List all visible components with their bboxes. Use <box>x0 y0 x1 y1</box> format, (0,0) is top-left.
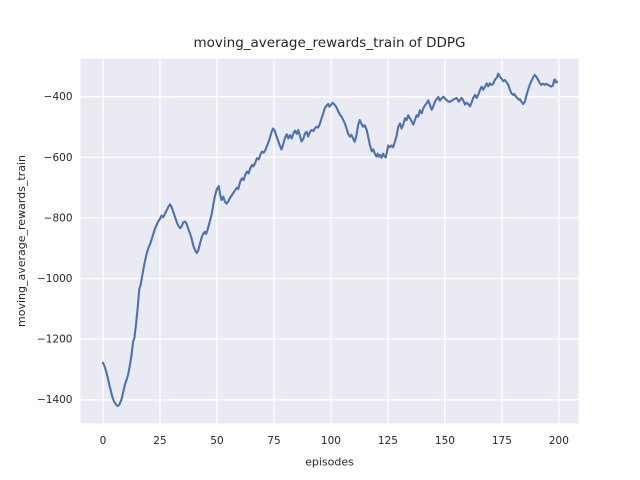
y-tick-label: −800 <box>44 212 73 224</box>
y-tick-label: −1000 <box>37 273 73 285</box>
x-tick-label: 25 <box>153 435 166 447</box>
x-tick-label: 200 <box>549 435 569 447</box>
x-tick-label: 75 <box>267 435 280 447</box>
x-tick-label: 100 <box>321 435 341 447</box>
x-tick-label: 150 <box>435 435 455 447</box>
y-axis-tick-labels: −400 −600 −800 −1000 −1200 −1400 <box>37 91 73 406</box>
ddpg-rewards-line <box>101 72 559 408</box>
x-tick-label: 50 <box>210 435 223 447</box>
y-tick-label: −1200 <box>37 334 73 346</box>
chart-title: moving_average_rewards_train of DDPG <box>194 35 466 51</box>
y-tick-label: −600 <box>44 152 73 164</box>
y-axis-label: moving_average_rewards_train <box>15 155 28 327</box>
x-tick-label: 0 <box>100 435 107 447</box>
gridlines <box>80 58 579 424</box>
x-axis-label: episodes <box>305 456 354 469</box>
x-tick-label: 125 <box>378 435 398 447</box>
axes-background <box>80 58 579 424</box>
x-tick-label: 175 <box>492 435 512 447</box>
y-tick-label: −1400 <box>37 394 73 406</box>
y-tick-label: −400 <box>44 91 73 103</box>
x-axis-tick-labels: 0 25 50 75 100 125 150 175 200 <box>100 435 569 447</box>
